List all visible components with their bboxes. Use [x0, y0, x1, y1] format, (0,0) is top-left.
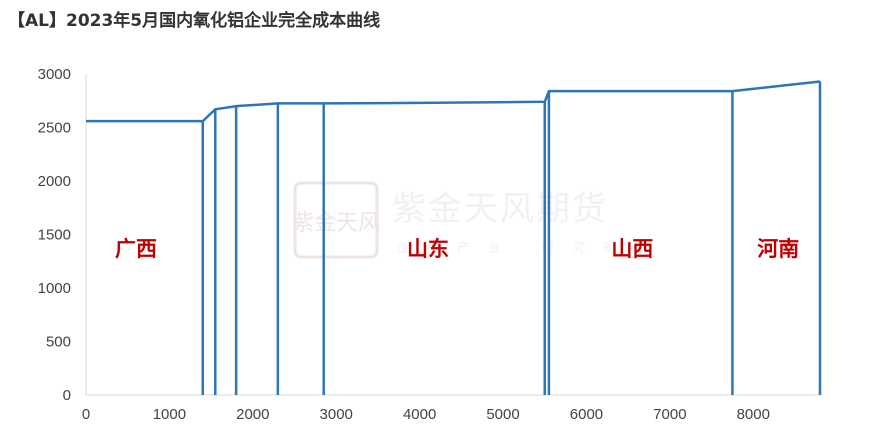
- watermark-logo-frame: [293, 181, 379, 259]
- x-tick-label: 5000: [486, 406, 519, 423]
- watermark-tagline: 立足产业 研究驱动: [395, 241, 665, 256]
- y-tick-label: 1000: [38, 280, 71, 297]
- y-tick-label: 500: [46, 334, 71, 351]
- y-tick-label: 1500: [38, 227, 71, 244]
- y-tick-label: 3000: [38, 66, 71, 83]
- region-label: 山西: [611, 237, 653, 261]
- x-tick-label: 4000: [403, 406, 436, 423]
- x-tick-label: 0: [82, 406, 90, 423]
- x-tick-label: 6000: [570, 406, 603, 423]
- x-tick-label: 8000: [737, 406, 770, 423]
- x-tick-label: 3000: [320, 406, 353, 423]
- region-labels: 广西 山东 山西 河南: [115, 237, 799, 261]
- chart-title: 【AL】2023年5月国内氧化铝企业完全成本曲线: [8, 11, 381, 31]
- y-tick-label: 2500: [38, 120, 71, 137]
- drop-lines: [201, 81, 822, 395]
- x-tick-label: 2000: [236, 406, 269, 423]
- x-tick-label: 7000: [653, 406, 686, 423]
- x-tick-label: 1000: [153, 406, 186, 423]
- region-label: 山东: [407, 237, 449, 261]
- region-label: 广西: [115, 237, 157, 261]
- watermark-logo-text: 紫金天风: [292, 211, 380, 236]
- watermark: 紫金天风 紫金天风期货 立足产业 研究驱动: [292, 181, 665, 259]
- axes: 0 500 1000 1500 2000 2500 3000 0 1000 2000 3000 400…: [38, 66, 820, 423]
- region-label: 河南: [757, 237, 799, 261]
- cost-curve-line: [86, 80, 821, 123]
- series-group: [86, 80, 821, 123]
- watermark-name: 紫金天风期货: [392, 189, 608, 229]
- y-tick-label: 0: [63, 387, 71, 404]
- y-tick-label: 2000: [38, 173, 71, 190]
